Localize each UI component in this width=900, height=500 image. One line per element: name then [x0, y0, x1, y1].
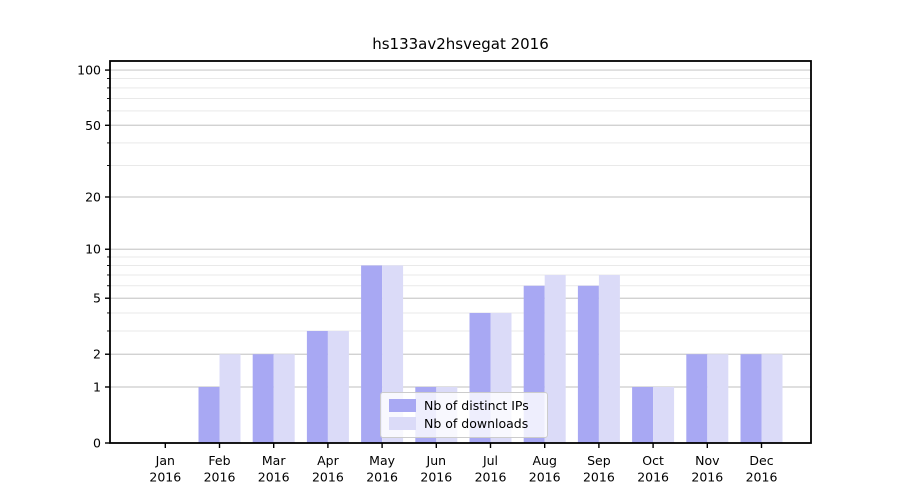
bar-downloads	[761, 354, 783, 443]
x-tick-label: May 2016	[366, 453, 398, 485]
x-tick-label: Jan 2016	[149, 453, 181, 485]
y-tick-label: 0	[93, 436, 101, 451]
bar-distinct-ips	[306, 330, 328, 443]
y-tick-label: 1	[93, 379, 101, 394]
x-tick-label: Feb 2016	[204, 453, 236, 485]
legend-label-downloads: Nb of downloads	[424, 416, 529, 431]
bar-downloads	[273, 354, 295, 443]
legend-swatch-distinct-ips	[389, 399, 416, 412]
y-tick-label: 20	[85, 189, 101, 204]
bar-downloads	[707, 354, 729, 443]
x-tick-label: Apr 2016	[312, 453, 344, 485]
chart-title: hs133av2hsvegat 2016	[372, 35, 549, 53]
bar-downloads	[598, 274, 620, 443]
bar-downloads	[327, 330, 349, 443]
bar-distinct-ips	[252, 354, 274, 443]
x-tick-label: Nov 2016	[691, 453, 723, 485]
x-tick-label: Dec 2016	[746, 453, 778, 485]
x-tick-label: Oct 2016	[637, 453, 669, 485]
bar-distinct-ips	[361, 265, 383, 443]
bar-downloads	[653, 386, 675, 443]
bar-distinct-ips	[198, 386, 220, 443]
y-tick-label: 100	[77, 63, 101, 78]
legend-swatch-downloads	[389, 417, 416, 430]
x-tick-label: Jul 2016	[475, 453, 507, 485]
bar-distinct-ips	[740, 354, 762, 443]
bar-downloads	[219, 354, 241, 443]
bar-distinct-ips	[686, 354, 708, 443]
legend: Nb of distinct IPs Nb of downloads	[380, 392, 548, 438]
y-tick-label: 10	[85, 242, 101, 257]
bar-downloads	[544, 274, 566, 443]
bar-distinct-ips	[577, 285, 599, 443]
bar-distinct-ips	[632, 386, 654, 443]
legend-item-distinct-ips: Nb of distinct IPs	[389, 398, 537, 413]
legend-item-downloads: Nb of downloads	[389, 416, 537, 431]
y-tick-label: 2	[93, 347, 101, 362]
y-tick-label: 50	[85, 118, 101, 133]
y-tick-label: 5	[93, 291, 101, 306]
legend-label-distinct-ips: Nb of distinct IPs	[424, 398, 529, 413]
plot-border	[109, 60, 812, 444]
x-tick-label: Aug 2016	[529, 453, 561, 485]
x-tick-label: Sep 2016	[583, 453, 615, 485]
x-tick-label: Mar 2016	[258, 453, 290, 485]
x-tick-label: Jun 2016	[420, 453, 452, 485]
